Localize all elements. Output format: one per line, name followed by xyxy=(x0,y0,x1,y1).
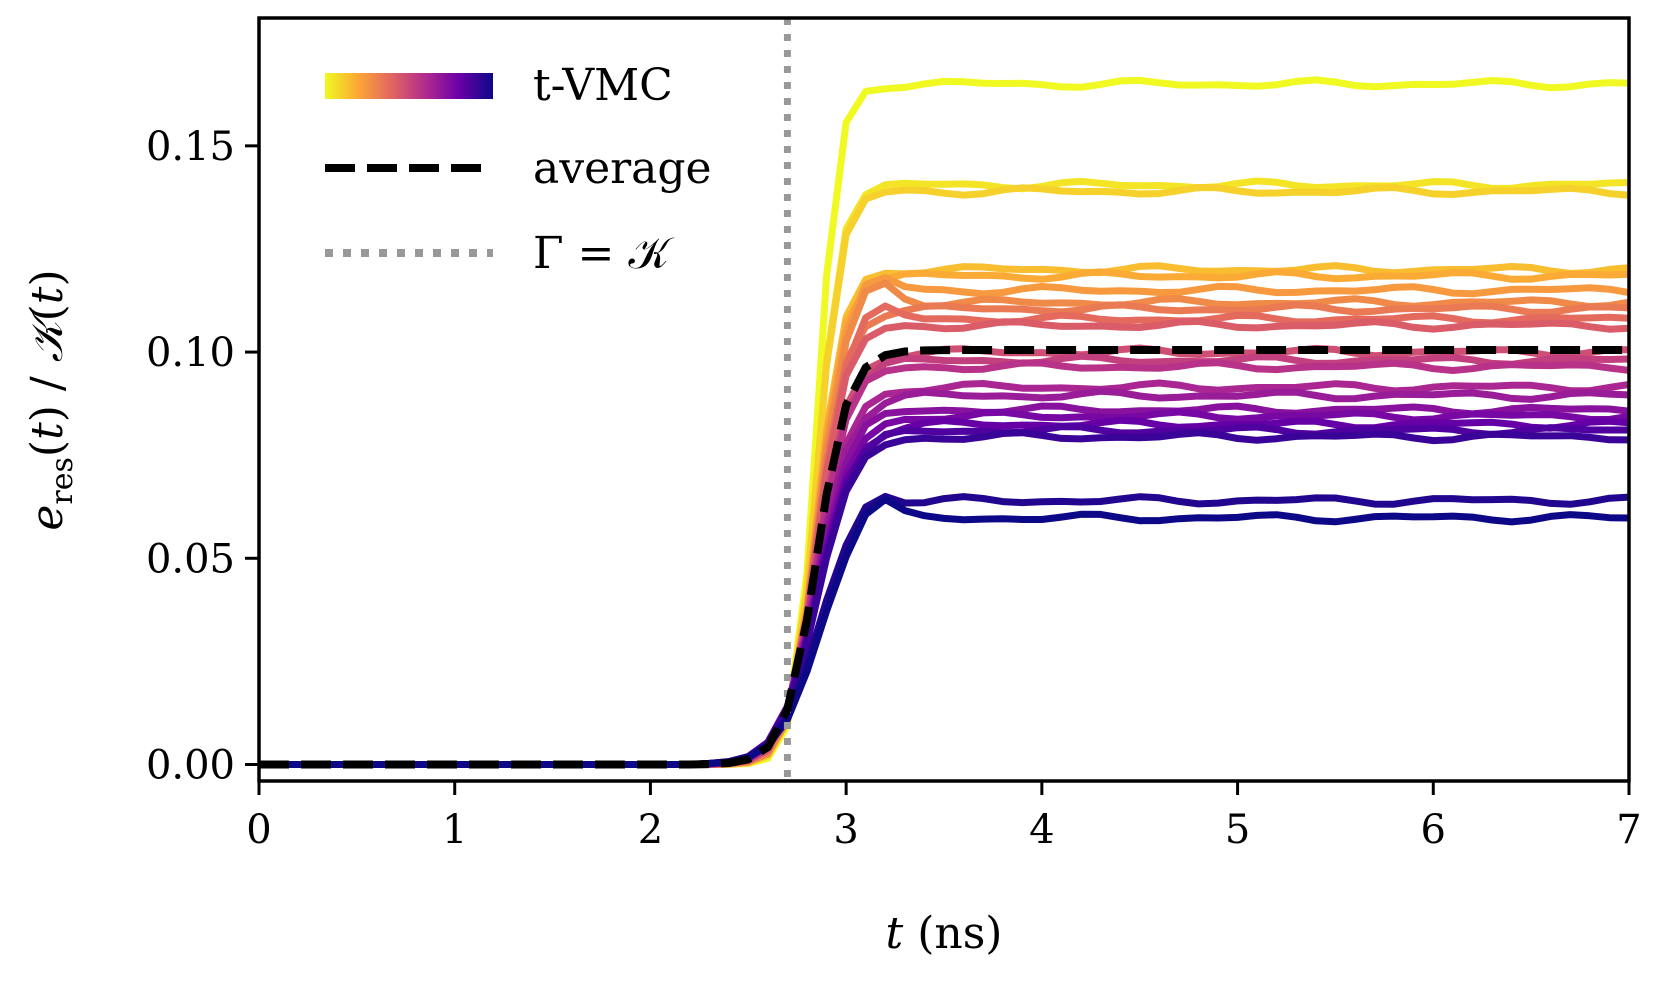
series-line-8 xyxy=(259,301,1629,768)
legend-label-tvmc: t-VMC xyxy=(533,60,673,111)
y-axis-ticks: 0.00 0.05 0.10 0.15 xyxy=(146,124,259,789)
series-line-21 xyxy=(259,492,1629,768)
x-tick-label: 5 xyxy=(1225,807,1250,853)
series-line-17 xyxy=(259,408,1629,768)
series-line-16 xyxy=(259,402,1629,768)
x-axis-title: t (ns) xyxy=(886,908,1003,959)
y-tick-label: 0.15 xyxy=(146,124,235,170)
x-tick-label: 1 xyxy=(442,807,467,853)
y-axis-title: eres(t) / 𝒦(t) xyxy=(22,269,80,530)
x-tick-label: 4 xyxy=(1029,807,1054,853)
y-tick-label: 0.05 xyxy=(146,536,235,582)
x-tick-label: 0 xyxy=(246,807,271,853)
x-tick-label: 2 xyxy=(638,807,663,853)
plot-frame xyxy=(257,16,1631,783)
series-group xyxy=(259,18,1629,781)
x-axis-title-unit: (ns) xyxy=(903,908,1002,959)
series-line-7 xyxy=(259,279,1629,768)
series-line-18 xyxy=(259,416,1629,768)
legend-label-average: average xyxy=(533,143,712,194)
y-tick-label: 0.10 xyxy=(146,330,235,376)
average-line xyxy=(259,346,1629,769)
y-tick-label: 0.00 xyxy=(146,743,235,789)
x-tick-label: 7 xyxy=(1616,807,1641,853)
series-line-15 xyxy=(259,387,1629,768)
legend: t-VMC average Γ = 𝒦 xyxy=(325,60,712,279)
x-tick-label: 6 xyxy=(1421,807,1446,853)
series-line-22 xyxy=(259,495,1629,768)
series-line-19 xyxy=(259,423,1629,768)
x-axis-title-var: t xyxy=(886,908,904,959)
x-axis-ticks: 0 1 2 3 4 5 6 7 xyxy=(246,781,1642,853)
series-line-9 xyxy=(259,302,1629,768)
legend-label-gamma: Γ = 𝒦 xyxy=(533,228,674,279)
x-tick-label: 3 xyxy=(833,807,858,853)
legend-swatch-tvmc xyxy=(325,73,493,99)
series-line-20 xyxy=(259,429,1629,768)
